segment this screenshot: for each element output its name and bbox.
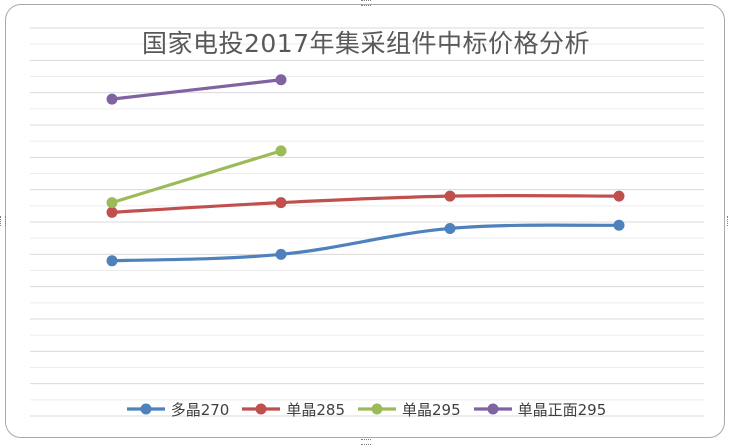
legend-item[interactable]: 单晶295: [357, 399, 461, 420]
data-point-2-0[interactable]: [106, 197, 118, 209]
data-point-1-2[interactable]: [444, 190, 456, 202]
resize-handle-top[interactable]: [361, 0, 371, 6]
resize-handle-bottom[interactable]: [361, 439, 371, 445]
legend-item[interactable]: 单晶正面295: [473, 399, 607, 420]
legend-label: 单晶285: [286, 400, 345, 419]
data-point-1-3[interactable]: [613, 190, 625, 202]
legend-swatch: [473, 403, 512, 415]
data-point-0-3[interactable]: [613, 219, 625, 231]
data-point-3-1[interactable]: [275, 74, 287, 86]
data-point-2-1[interactable]: [275, 145, 287, 157]
series-line-3[interactable]: [110, 78, 283, 101]
legend-label: 多晶270: [170, 400, 230, 419]
legend-label: 单晶295: [402, 400, 461, 419]
series-line-0[interactable]: [110, 223, 621, 263]
resize-handle-right[interactable]: [727, 216, 732, 226]
data-point-1-1[interactable]: [275, 197, 287, 209]
data-point-0-0[interactable]: [106, 255, 118, 267]
series-line-1[interactable]: [110, 194, 621, 214]
data-point-0-2[interactable]: [444, 222, 456, 234]
legend[interactable]: 多晶270 单晶285 单晶295 单晶正面295: [0, 396, 732, 422]
legend-swatch: [242, 403, 281, 415]
legend-swatch: [126, 403, 165, 415]
series-layer: [106, 74, 625, 267]
legend-item[interactable]: 多晶270: [126, 399, 230, 420]
series-line-2[interactable]: [110, 149, 283, 205]
data-point-1-0[interactable]: [106, 206, 118, 218]
resize-handle-left[interactable]: [0, 216, 6, 226]
chart-title[interactable]: 国家电投2017年集采组件中标价格分析: [141, 29, 591, 58]
legend-swatch: [358, 403, 396, 415]
legend-label: 单晶正面295: [517, 400, 607, 419]
gridlines: [30, 27, 704, 417]
data-point-0-1[interactable]: [275, 248, 287, 260]
data-point-3-0[interactable]: [106, 93, 118, 105]
legend-item[interactable]: 单晶285: [241, 399, 345, 420]
